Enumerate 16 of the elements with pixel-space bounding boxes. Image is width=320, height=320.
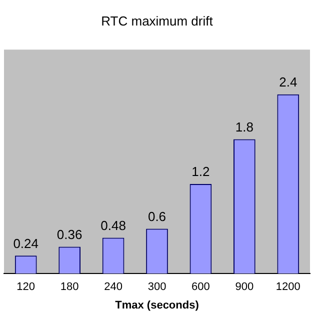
data-label: 0.24 bbox=[13, 236, 39, 251]
chart-title: RTC maximum drift bbox=[101, 13, 214, 28]
x-tick-label: 1200 bbox=[276, 281, 300, 294]
x-tick-label: 120 bbox=[16, 281, 36, 294]
x-axis-title: Tmax (seconds) bbox=[115, 299, 200, 312]
data-label: 1.2 bbox=[192, 164, 210, 180]
x-tick-label: 300 bbox=[148, 281, 166, 294]
x-tick-label: 600 bbox=[192, 281, 210, 294]
x-tick-label: 240 bbox=[104, 281, 122, 294]
data-label: 1.8 bbox=[235, 119, 254, 134]
data-label: 2.4 bbox=[279, 74, 298, 90]
data-label: 0.36 bbox=[56, 226, 82, 242]
data-label: 0.6 bbox=[148, 208, 166, 224]
data-label: 0.48 bbox=[100, 218, 126, 233]
x-tick-label: 900 bbox=[235, 281, 254, 294]
x-tick-label: 180 bbox=[60, 281, 79, 294]
